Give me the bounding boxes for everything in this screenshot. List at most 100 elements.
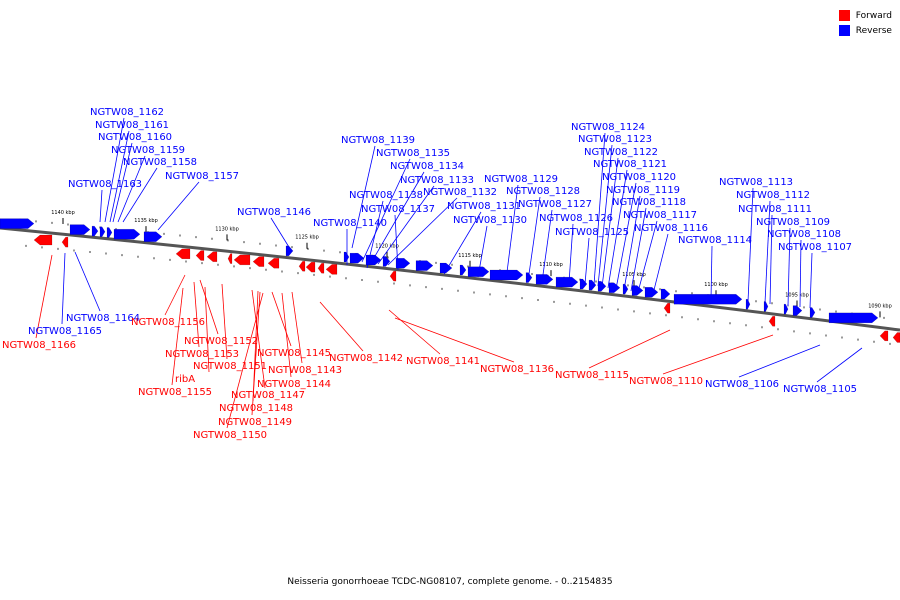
gene-label[interactable]: NGTW08_1144 (257, 379, 331, 390)
reverse-gene-arrow[interactable] (467, 266, 490, 277)
gene-label[interactable]: NGTW08_1160 (98, 132, 172, 143)
reverse-gene-arrow[interactable] (763, 301, 769, 312)
gene-label[interactable]: NGTW08_1138 (349, 190, 423, 201)
reverse-gene-arrow[interactable] (631, 285, 644, 296)
gene-label[interactable]: NGTW08_1137 (361, 204, 435, 215)
gene-label[interactable]: NGTW08_1140 (313, 218, 387, 229)
gene-label[interactable]: NGTW08_1151 (193, 361, 267, 372)
forward-gene-arrow[interactable] (175, 248, 191, 260)
reverse-gene-arrow[interactable] (143, 231, 163, 243)
gene-label[interactable]: NGTW08_1130 (453, 215, 527, 226)
forward-gene-arrow[interactable] (389, 270, 397, 282)
reverse-gene-arrow[interactable] (439, 262, 453, 274)
reverse-gene-arrow[interactable] (555, 276, 579, 288)
reverse-gene-arrow[interactable] (525, 272, 533, 283)
gene-label[interactable]: NGTW08_1114 (678, 235, 752, 246)
forward-gene-arrow[interactable] (879, 330, 889, 342)
forward-gene-arrow[interactable] (33, 234, 53, 246)
reverse-gene-arrow[interactable] (349, 252, 365, 264)
gene-label[interactable]: NGTW08_1109 (756, 217, 830, 228)
gene-label[interactable]: NGTW08_1146 (237, 207, 311, 218)
gene-label[interactable]: NGTW08_1107 (778, 242, 852, 253)
gene-label[interactable]: NGTW08_1113 (719, 177, 793, 188)
gene-label[interactable]: NGTW08_1141 (406, 356, 480, 367)
gene-label[interactable]: NGTW08_1123 (578, 134, 652, 145)
gene-label[interactable]: NGTW08_1111 (738, 204, 812, 215)
gene-label[interactable]: ribA (175, 374, 195, 385)
reverse-gene-arrow[interactable] (459, 264, 467, 276)
gene-label[interactable]: NGTW08_1145 (257, 348, 331, 359)
forward-gene-arrow[interactable] (892, 332, 900, 343)
forward-gene-arrow[interactable] (227, 253, 233, 264)
reverse-gene-arrow[interactable] (608, 282, 621, 293)
gene-label[interactable]: NGTW08_1152 (184, 336, 258, 347)
forward-gene-arrow[interactable] (206, 251, 218, 263)
forward-gene-arrow[interactable] (267, 257, 280, 269)
gene-label[interactable]: NGTW08_1110 (629, 376, 703, 387)
reverse-gene-arrow[interactable] (597, 280, 607, 292)
reverse-gene-arrow[interactable] (382, 256, 391, 267)
gene-label[interactable]: NGTW08_1133 (400, 175, 474, 186)
reverse-gene-arrow[interactable] (588, 279, 597, 291)
gene-label[interactable]: NGTW08_1166 (2, 340, 76, 351)
gene-label[interactable]: NGTW08_1157 (165, 171, 239, 182)
gene-label[interactable]: NGTW08_1127 (518, 199, 592, 210)
reverse-gene-arrow[interactable] (99, 226, 106, 238)
reverse-gene-arrow[interactable] (673, 293, 743, 305)
gene-label[interactable]: NGTW08_1148 (219, 403, 293, 414)
reverse-gene-arrow[interactable] (365, 254, 382, 266)
gene-label[interactable]: NGTW08_1117 (623, 210, 697, 221)
gene-label[interactable]: NGTW08_1165 (28, 326, 102, 337)
gene-label[interactable]: NGTW08_1147 (231, 390, 305, 401)
gene-label[interactable]: NGTW08_1139 (341, 135, 415, 146)
reverse-gene-arrow[interactable] (0, 218, 35, 229)
forward-gene-arrow[interactable] (663, 302, 671, 314)
gene-label[interactable]: NGTW08_1119 (606, 185, 680, 196)
reverse-gene-arrow[interactable] (395, 257, 411, 269)
gene-label[interactable]: NGTW08_1131 (447, 201, 521, 212)
gene-label[interactable]: NGTW08_1142 (329, 353, 403, 364)
gene-label[interactable]: NGTW08_1143 (268, 365, 342, 376)
gene-label[interactable]: NGTW08_1106 (705, 379, 779, 390)
reverse-gene-arrow[interactable] (622, 283, 629, 295)
forward-gene-arrow[interactable] (768, 316, 776, 327)
reverse-gene-arrow[interactable] (660, 288, 671, 300)
forward-gene-arrow[interactable] (305, 261, 316, 273)
forward-gene-arrow[interactable] (325, 264, 338, 275)
gene-label[interactable]: NGTW08_1158 (123, 157, 197, 168)
gene-label[interactable]: NGTW08_1159 (111, 145, 185, 156)
gene-label[interactable]: NGTW08_1116 (634, 223, 708, 234)
gene-label[interactable]: NGTW08_1161 (95, 120, 169, 131)
gene-label[interactable]: NGTW08_1118 (612, 197, 686, 208)
reverse-gene-arrow[interactable] (644, 286, 659, 298)
gene-label[interactable]: NGTW08_1126 (539, 213, 613, 224)
gene-label[interactable]: NGTW08_1136 (480, 364, 554, 375)
reverse-gene-arrow[interactable] (579, 278, 588, 290)
gene-label[interactable]: NGTW08_1121 (593, 159, 667, 170)
reverse-gene-arrow[interactable] (535, 274, 554, 285)
gene-label[interactable]: NGTW08_1164 (66, 313, 140, 324)
reverse-gene-arrow[interactable] (69, 224, 91, 235)
reverse-gene-arrow[interactable] (828, 312, 879, 324)
forward-gene-arrow[interactable] (317, 262, 325, 274)
reverse-gene-arrow[interactable] (343, 251, 350, 263)
gene-label[interactable]: NGTW08_1135 (376, 148, 450, 159)
gene-label[interactable]: NGTW08_1132 (423, 187, 497, 198)
gene-label[interactable]: NGTW08_1112 (736, 190, 810, 201)
gene-label[interactable]: NGTW08_1129 (484, 174, 558, 185)
reverse-gene-arrow[interactable] (745, 298, 751, 310)
gene-label[interactable]: NGTW08_1124 (571, 122, 645, 133)
gene-label[interactable]: NGTW08_1163 (68, 179, 142, 190)
reverse-gene-arrow[interactable] (91, 225, 99, 237)
reverse-gene-arrow[interactable] (106, 227, 113, 238)
gene-label[interactable]: NGTW08_1120 (602, 172, 676, 183)
forward-gene-arrow[interactable] (233, 254, 251, 266)
forward-gene-arrow[interactable] (61, 236, 69, 248)
forward-gene-arrow[interactable] (298, 260, 306, 272)
gene-label[interactable]: NGTW08_1153 (165, 349, 239, 360)
gene-label[interactable]: NGTW08_1134 (390, 161, 464, 172)
reverse-gene-arrow[interactable] (113, 228, 141, 240)
gene-label[interactable]: NGTW08_1105 (783, 384, 857, 395)
gene-label[interactable]: NGTW08_1149 (218, 417, 292, 428)
gene-label[interactable]: NGTW08_1162 (90, 107, 164, 118)
